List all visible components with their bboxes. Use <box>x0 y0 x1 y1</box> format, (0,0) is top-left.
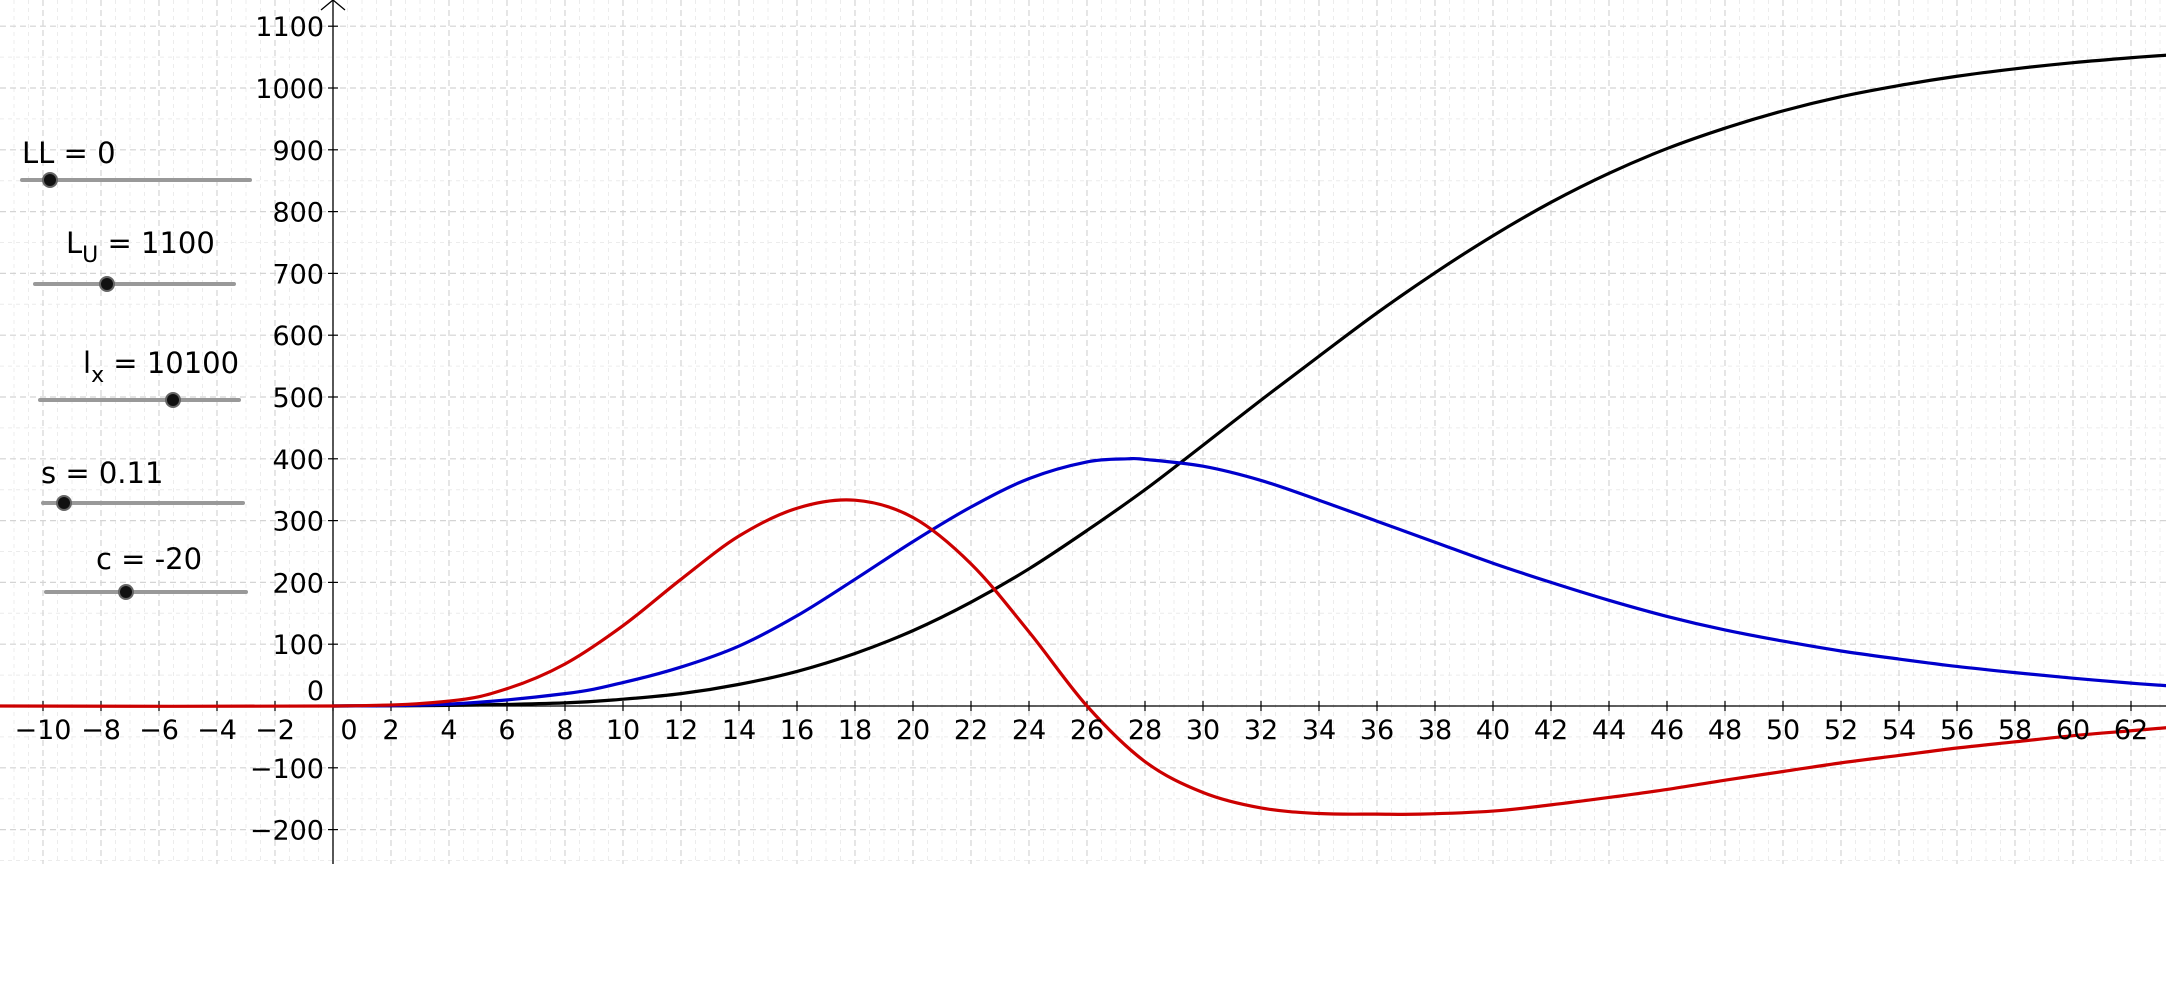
x-tick-label: 42 <box>1534 715 1568 746</box>
slider-handle[interactable] <box>42 172 58 188</box>
y-tick-label: −100 <box>250 754 324 785</box>
slider-label: lx = 10100 <box>83 346 239 388</box>
x-tick-label: 44 <box>1592 715 1626 746</box>
y-tick-label: 700 <box>272 259 324 290</box>
x-tick-label: 20 <box>896 715 930 746</box>
y-tick-label: 500 <box>272 383 324 414</box>
slider-subscript: x <box>91 363 105 388</box>
slider-track[interactable] <box>20 178 252 182</box>
slider-value: = 10100 <box>104 346 240 380</box>
x-tick-label: 60 <box>2056 715 2090 746</box>
x-tick-label: 2 <box>382 715 399 746</box>
y-tick-label: 400 <box>272 445 324 476</box>
x-tick-label: 32 <box>1244 715 1278 746</box>
slider-label: LL = 0 <box>22 136 116 170</box>
slider-handle[interactable] <box>99 276 115 292</box>
x-tick-label: 6 <box>498 715 515 746</box>
x-tick-label: 4 <box>440 715 457 746</box>
slider-label: LU = 1100 <box>66 226 215 268</box>
x-tick-label: −4 <box>197 715 237 746</box>
slider-track[interactable] <box>38 398 241 402</box>
y-tick-label: −200 <box>250 816 324 847</box>
x-tick-label: −6 <box>139 715 179 746</box>
x-tick-label: 56 <box>1940 715 1974 746</box>
y-tick-label: 0 <box>307 676 324 707</box>
x-tick-label: 30 <box>1186 715 1220 746</box>
x-tick-label: 62 <box>2114 715 2148 746</box>
slider-track[interactable] <box>33 282 236 286</box>
slider-label: s = 0.11 <box>41 456 163 490</box>
slider-value: = 0 <box>54 136 116 170</box>
x-tick-label: −10 <box>15 715 72 746</box>
curve-2 <box>332 456 2166 708</box>
y-tick-label: 1000 <box>255 74 324 105</box>
x-tick-label: 46 <box>1650 715 1684 746</box>
y-tick-label: 100 <box>272 630 324 661</box>
x-tick-label: 8 <box>556 715 573 746</box>
x-tick-label: 16 <box>780 715 814 746</box>
x-tick-label: −8 <box>81 715 121 746</box>
x-tick-label: 48 <box>1708 715 1742 746</box>
curve-1 <box>332 53 2166 708</box>
x-tick-label: 36 <box>1360 715 1394 746</box>
slider-track[interactable] <box>44 590 248 594</box>
slider-name: s <box>41 456 57 490</box>
x-tick-label: 12 <box>664 715 698 746</box>
slider-name: L <box>66 226 83 260</box>
x-tick-label: 26 <box>1070 715 1104 746</box>
x-tick-label: 28 <box>1128 715 1162 746</box>
y-tick-labels: −200 −100 0 100 200 300 400 500 600 700 800 900 1000… <box>250 12 324 846</box>
x-tick-label: 58 <box>1998 715 2032 746</box>
y-tick-label: 1100 <box>255 12 324 43</box>
curve-3 <box>0 498 2166 817</box>
y-tick-label: 600 <box>272 321 324 352</box>
slider-value: = 0.11 <box>56 456 164 490</box>
y-axis-arrow <box>320 0 346 11</box>
y-tick-label: 900 <box>272 136 324 167</box>
x-tick-label: 52 <box>1824 715 1858 746</box>
slider-name: l <box>83 346 92 380</box>
x-tick-label: 38 <box>1418 715 1452 746</box>
slider-handle[interactable] <box>118 584 134 600</box>
major-grid <box>0 0 2166 864</box>
y-tick-label: 300 <box>272 507 324 538</box>
minor-grid <box>0 0 2166 864</box>
slider-name: LL <box>22 136 55 170</box>
curves <box>0 53 2166 817</box>
x-tick-label: 10 <box>606 715 640 746</box>
slider-handle[interactable] <box>56 495 72 511</box>
y-tick-label: 800 <box>272 198 324 229</box>
x-tick-label: 14 <box>722 715 756 746</box>
slider-handle[interactable] <box>165 392 181 408</box>
x-tick-label: 40 <box>1476 715 1510 746</box>
x-tick-label: 50 <box>1766 715 1800 746</box>
slider-value: = 1100 <box>98 226 215 260</box>
slider-track[interactable] <box>41 501 245 505</box>
x-tick-label: 24 <box>1012 715 1046 746</box>
slider-value: = -20 <box>111 542 203 576</box>
x-tick-label: 0 <box>340 715 357 746</box>
x-tick-label: 22 <box>954 715 988 746</box>
x-tick-label: 34 <box>1302 715 1336 746</box>
slider-label: c = -20 <box>96 542 202 576</box>
x-tick-label: 18 <box>838 715 872 746</box>
x-tick-label: −2 <box>255 715 295 746</box>
y-tick-label: 200 <box>272 568 324 599</box>
slider-name: c <box>96 542 112 576</box>
slider-subscript: U <box>82 243 99 268</box>
x-tick-labels: −10 −8 −6 −4 −2 0 2 4 6 8 10 12 14 16 18 20 22 24 26 28 30 32… <box>15 715 2149 746</box>
x-tick-label: 54 <box>1882 715 1916 746</box>
